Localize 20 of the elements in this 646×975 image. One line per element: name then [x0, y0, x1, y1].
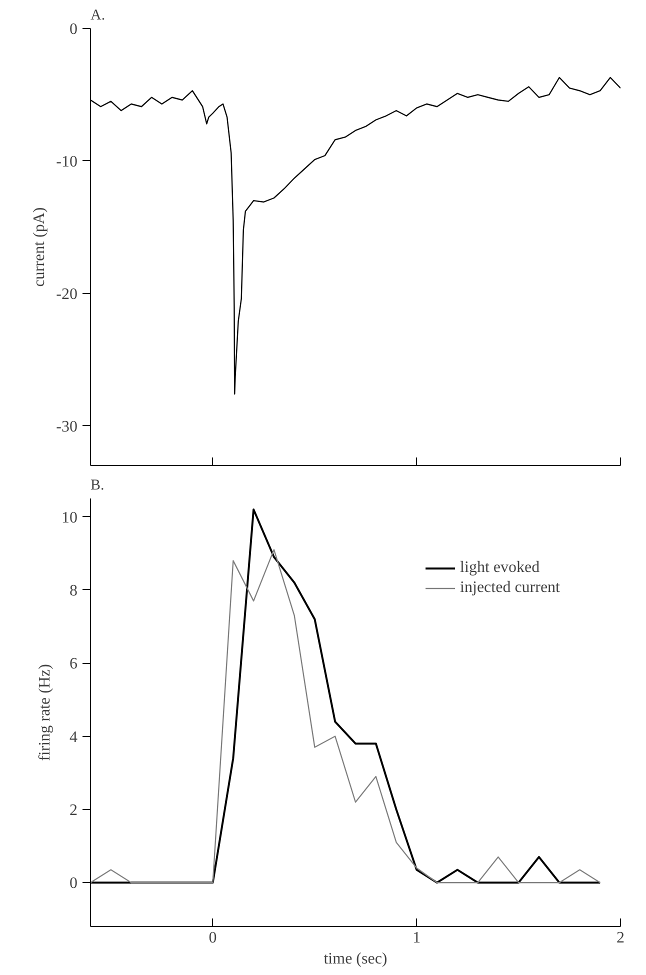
- y-tick-label: 0: [70, 875, 78, 892]
- y-tick-label: 10: [62, 509, 78, 526]
- chart-title: A.: [90, 8, 106, 24]
- y-axis-title: current (pA): [31, 207, 48, 287]
- y-tick-label: 8: [70, 582, 78, 600]
- y-tick-label: 4: [70, 728, 78, 746]
- y-tick-label: 0: [70, 21, 78, 38]
- x-tick-label: 2: [616, 930, 624, 946]
- y-axis-title: firing rate (Hz): [36, 664, 54, 761]
- y-tick-label: -30: [56, 418, 78, 436]
- y-tick-label: -10: [56, 153, 78, 170]
- x-tick-label: 0: [208, 930, 217, 946]
- x-tick-label: 1: [412, 930, 421, 946]
- y-tick-label: -20: [56, 286, 78, 303]
- legend-label: injected current: [460, 579, 560, 597]
- legend-label: light evoked: [460, 559, 540, 577]
- y-tick-label: 6: [70, 656, 78, 673]
- chart-title: B.: [90, 478, 104, 494]
- y-tick-label: 2: [70, 802, 78, 819]
- x-axis-title: time (sec): [324, 950, 388, 968]
